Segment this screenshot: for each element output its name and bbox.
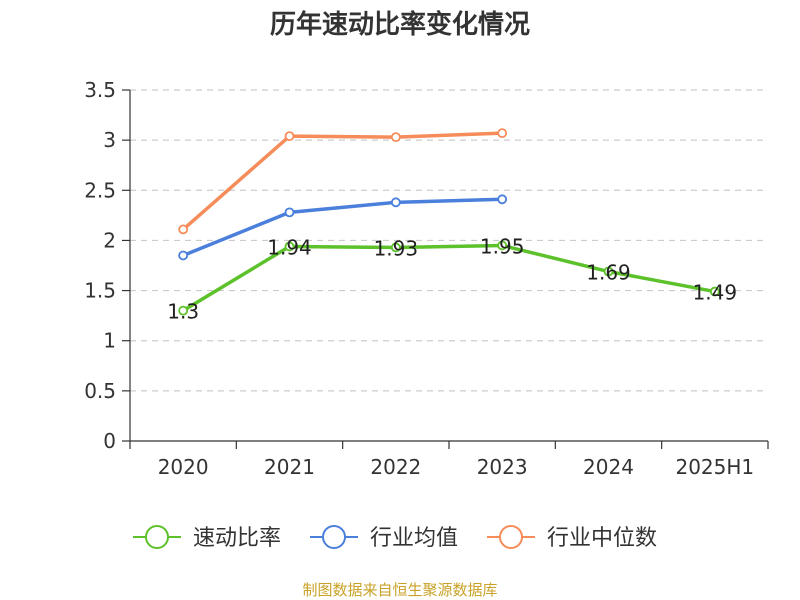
y-tick-label: 1.5 xyxy=(84,279,116,303)
data-label: 1.49 xyxy=(693,281,738,305)
series-lines xyxy=(178,128,720,316)
data-point xyxy=(709,286,720,297)
data-label: 1.93 xyxy=(374,236,419,260)
legend-label: 行业均值 xyxy=(370,526,458,551)
data-point xyxy=(178,224,189,235)
data-point xyxy=(497,194,508,205)
data-point xyxy=(497,240,508,251)
series-line xyxy=(182,197,503,258)
data-point xyxy=(497,128,508,139)
data-label: 1.69 xyxy=(586,261,631,285)
series-line xyxy=(182,243,716,313)
y-tick-label: 0 xyxy=(103,429,116,453)
x-tick-label: 2021 xyxy=(264,455,315,479)
data-point xyxy=(390,197,401,208)
x-tick-label: 2025H1 xyxy=(675,455,754,479)
data-point xyxy=(178,305,189,316)
source-note: 制图数据来自恒生聚源数据库 xyxy=(302,581,498,599)
data-point xyxy=(390,242,401,253)
y-tick-label: 0.5 xyxy=(84,379,116,403)
data-label: 1.3 xyxy=(167,300,199,324)
grid-lines xyxy=(130,89,768,392)
y-tick-label: 3 xyxy=(103,128,116,152)
data-point xyxy=(178,250,189,261)
legend-label: 行业中位数 xyxy=(547,526,657,551)
x-tick-label: 2024 xyxy=(583,455,634,479)
y-tick-label: 2 xyxy=(103,228,116,252)
data-point xyxy=(390,132,401,143)
x-tick-label: 2020 xyxy=(158,455,209,479)
data-label: 1.94 xyxy=(267,235,312,259)
axes: 0 0.5 1 1.5 2 2.5 3 3.5 2020 2021 2022 2023 2024 2025… xyxy=(84,78,769,479)
data-point xyxy=(603,266,614,277)
legend-label: 速动比率 xyxy=(193,526,281,551)
legend-marker xyxy=(499,525,523,549)
data-labels: 1.3 1.94 1.93 1.95 1.69 1.49 xyxy=(167,234,737,323)
y-tick-label: 3.5 xyxy=(84,78,116,102)
legend-marker xyxy=(322,525,346,549)
x-tick-label: 2023 xyxy=(477,455,528,479)
data-point xyxy=(284,207,295,218)
legend: 速动比率 行业均值 行业中位数 xyxy=(133,525,657,551)
legend-marker xyxy=(145,525,169,549)
data-point xyxy=(284,241,295,252)
y-tick-label: 2.5 xyxy=(84,178,116,202)
chart-title: 历年速动比率变化情况 xyxy=(269,10,530,40)
y-tick-label: 1 xyxy=(103,329,116,353)
x-tick-label: 2022 xyxy=(370,455,421,479)
series-line xyxy=(182,131,503,231)
data-label: 1.95 xyxy=(480,234,525,258)
data-point xyxy=(284,131,295,142)
